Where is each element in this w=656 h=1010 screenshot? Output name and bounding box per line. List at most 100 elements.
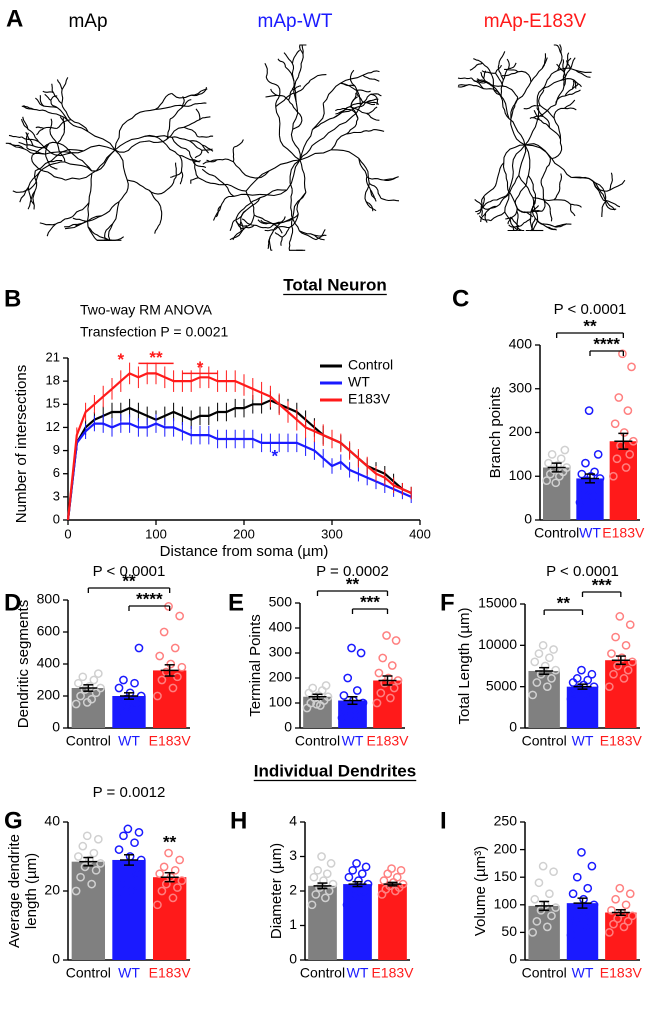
dendrite	[202, 144, 214, 152]
y-tick-label: 4	[289, 813, 297, 829]
data-point	[317, 852, 326, 861]
dendrite	[169, 107, 183, 120]
dendrite	[65, 172, 93, 181]
data-point	[607, 649, 616, 658]
dendrite	[502, 67, 510, 81]
dendrite	[349, 101, 364, 108]
dendrite	[48, 141, 72, 153]
dendrite	[50, 100, 58, 109]
dendrite	[268, 236, 273, 251]
dendrite	[183, 126, 198, 137]
data-point	[617, 653, 627, 663]
dendrite	[524, 144, 553, 159]
dendrite	[498, 51, 506, 65]
y-tick-label: 300	[269, 644, 293, 660]
dendrite	[518, 144, 527, 176]
dendrite	[524, 144, 531, 176]
dendrite	[47, 111, 68, 121]
dendrite	[516, 207, 531, 214]
dendrite	[523, 105, 541, 110]
dendrite	[291, 82, 296, 90]
dendrite	[370, 189, 377, 202]
data-point	[538, 861, 548, 871]
data-point	[545, 653, 554, 663]
dendrite	[179, 171, 184, 185]
dendrite	[331, 149, 360, 159]
data-point	[615, 883, 625, 893]
x-tick-label: 0	[64, 526, 71, 541]
y-tick-label: 200	[509, 423, 533, 439]
data-point	[542, 922, 552, 932]
dendrite	[310, 74, 327, 81]
y-tick-label: 21	[46, 349, 60, 364]
dendrite	[362, 70, 380, 76]
dendrite	[508, 118, 526, 146]
dendrite	[575, 69, 592, 73]
data-point	[583, 883, 593, 893]
dendrite	[504, 68, 519, 73]
data-point	[588, 491, 598, 501]
dendrite	[291, 211, 300, 232]
dendrite	[347, 108, 359, 119]
dendrite	[274, 225, 290, 230]
dendrite	[553, 199, 571, 205]
dendrite	[536, 89, 543, 117]
dendrite	[358, 157, 370, 184]
dendrite	[483, 70, 487, 79]
data-point	[127, 886, 137, 896]
data-point	[619, 428, 629, 437]
data-point	[344, 872, 354, 882]
data-point	[319, 876, 328, 886]
data-point	[343, 673, 353, 683]
data-point	[551, 478, 561, 488]
data-point	[130, 678, 139, 688]
dendrite	[201, 148, 213, 151]
p-value: P < 0.0001	[546, 563, 619, 580]
dendrite	[534, 217, 546, 227]
data-point	[609, 669, 618, 679]
x-tick-label: WT	[347, 965, 369, 981]
neuron-label: mAp	[68, 11, 107, 32]
neuron-tracing	[190, 44, 400, 251]
dendrite	[501, 71, 519, 77]
dendrite	[380, 197, 400, 202]
dendrite	[299, 137, 325, 161]
dendrite	[506, 58, 510, 69]
data-point	[376, 688, 386, 698]
dendrite	[529, 117, 540, 121]
dendrite	[288, 99, 298, 113]
dendrite	[57, 129, 65, 145]
dendrite	[43, 170, 66, 181]
y-tick-label: 500	[269, 594, 293, 610]
data-point	[625, 450, 635, 459]
dendrite	[508, 175, 520, 195]
data-point	[572, 674, 582, 683]
dendrite	[268, 159, 301, 172]
x-tick-label: Control	[534, 525, 579, 541]
y-tick-label: 2	[289, 882, 297, 898]
data-point	[123, 824, 133, 834]
dendrite	[524, 116, 539, 146]
data-point	[119, 831, 128, 841]
y-tick-label: 200	[269, 669, 293, 685]
dendrite	[542, 116, 551, 129]
dendrite	[245, 170, 270, 179]
data-point	[530, 657, 540, 667]
dendrite	[197, 135, 214, 138]
dendrite	[32, 143, 49, 156]
dendrite	[563, 99, 576, 109]
data-point	[346, 890, 356, 899]
data-point	[547, 450, 557, 459]
dendrite	[502, 85, 519, 98]
significance-label: **	[163, 833, 177, 852]
dendrite	[295, 79, 311, 94]
data-point	[347, 643, 356, 653]
data-point	[348, 865, 358, 875]
data-point	[132, 698, 142, 707]
data-point	[175, 611, 184, 621]
dendrite	[216, 177, 235, 197]
significance-label: **	[583, 316, 597, 335]
dendrite	[480, 212, 486, 223]
dendrite	[554, 223, 572, 228]
data-point	[549, 867, 558, 877]
